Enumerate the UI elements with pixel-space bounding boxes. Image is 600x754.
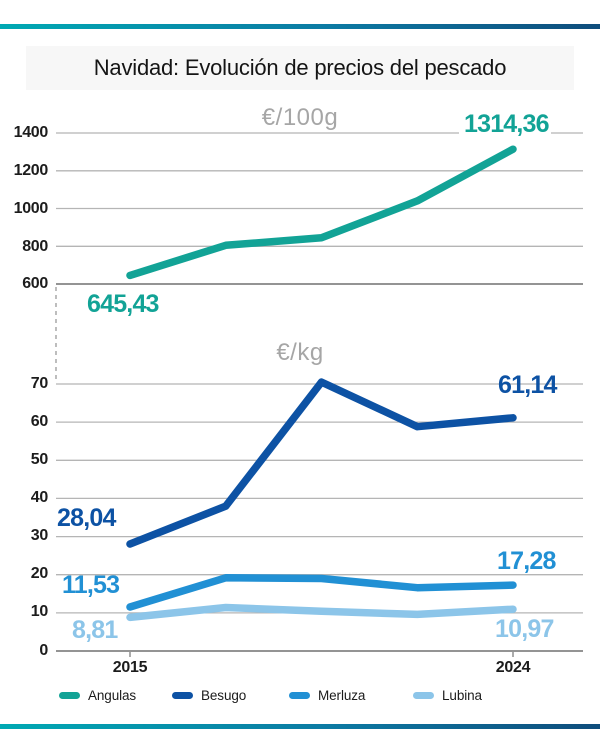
y-tick-800: 800 [22,238,48,255]
y-tick-0: 0 [39,642,48,659]
y-tick-1000: 1000 [13,200,49,217]
legend-item-lubina: Lubina [413,688,482,703]
y-tick-60: 60 [30,413,49,430]
merluza-end-value: 17,28 [497,547,556,575]
legend-label-merluza: Merluza [318,688,366,703]
bottom-chart-unit-label: €/kg [276,339,324,366]
y-tick-70: 70 [30,375,49,392]
besugo-end-value: 61,14 [498,371,557,399]
merluza-line-icon [289,692,310,699]
y-tick-20: 20 [30,565,49,582]
besugo-start-value: 28,04 [57,504,116,532]
top-chart-unit-label: €/100g [261,104,339,131]
y-tick-1400: 1400 [13,124,49,141]
y-tick-600: 600 [22,275,48,292]
legend-label-angulas: Angulas [88,688,137,703]
x-tick-2015: 2015 [112,659,148,676]
y-tick-10: 10 [30,603,49,620]
y-tick-30: 30 [30,527,49,544]
y-tick-40: 40 [30,489,49,506]
merluza-start-value: 11,53 [62,571,120,599]
legend-label-besugo: Besugo [201,688,247,703]
angulas-end-value: 1314,36 [459,111,551,137]
besugo-line-icon [172,692,193,699]
legend-item-merluza: Merluza [289,688,365,703]
footer-accent-bar [0,724,600,729]
x-tick-2024: 2024 [495,659,531,676]
angulas-line-icon [59,692,80,699]
angulas-start-value: 645,43 [87,290,159,318]
lubina-line-icon [413,692,434,699]
y-tick-50: 50 [30,451,49,468]
header-accent-bar [0,24,600,29]
y-tick-1200: 1200 [13,162,49,179]
legend-label-lubina: Lubina [442,688,482,703]
page-title: Navidad: Evolución de precios del pescad… [26,46,574,90]
legend-item-angulas: Angulas [59,688,136,703]
legend-item-besugo: Besugo [172,688,246,703]
lubina-start-value: 8,81 [72,616,118,644]
lubina-end-value: 10,97 [495,615,554,643]
